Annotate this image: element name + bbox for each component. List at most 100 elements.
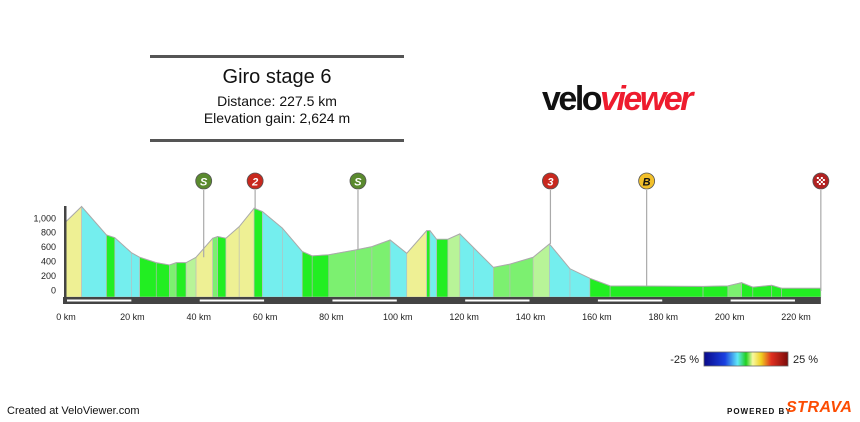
profile-segment (155, 262, 170, 298)
profile-segment (702, 285, 729, 298)
distance-stripe (597, 299, 663, 302)
marker-sprint: S (195, 172, 213, 258)
profile-segment (371, 239, 391, 298)
marker-circle-icon (542, 172, 559, 190)
x-tick-label: 200 km (715, 312, 745, 322)
veloviewer-logo: veloviewer (542, 80, 693, 119)
profile-segment (781, 287, 822, 298)
marker-climb-cat-2: 2 (246, 172, 264, 209)
profile-segment (114, 237, 132, 298)
elevation-gain-text: Elevation gain: 2,624 m (203, 110, 351, 126)
x-tick-label: 180 km (648, 312, 678, 322)
checkered-flag-icon (820, 177, 823, 179)
stage-title: Giro stage 6 (222, 66, 332, 88)
profile-segment (217, 236, 227, 298)
x-axis-bar (63, 297, 821, 304)
distance-stripe (199, 299, 265, 302)
profile-segment (493, 263, 511, 298)
profile-segment (139, 256, 157, 298)
checkered-flag-icon (816, 181, 819, 183)
marker-circle-icon (638, 172, 656, 190)
checkered-flag-icon (820, 181, 823, 183)
y-tick-label: 400 (41, 257, 56, 267)
profile-segment (355, 246, 373, 298)
checkered-flag-icon (816, 177, 819, 179)
profile-segment (727, 282, 742, 298)
marker-label: 2 (251, 177, 258, 189)
distance-stripe (332, 299, 397, 302)
profile-segment (549, 243, 571, 298)
x-tick-label: 60 km (253, 312, 278, 322)
profile-segment (262, 210, 283, 298)
distance-text: Distance: 227.5 km (217, 93, 337, 109)
x-tick-label: 20 km (120, 312, 145, 322)
marker-circle-icon (195, 172, 213, 190)
profile-segment (301, 251, 313, 298)
gradient-min-label: -25 % (670, 354, 699, 366)
marker-bonus: B (638, 172, 656, 286)
profile-outline (65, 205, 821, 289)
y-axis-line (64, 206, 67, 298)
profile-segment (282, 227, 303, 298)
logo-viewer: viewer (600, 80, 693, 118)
x-tick-label: 40 km (186, 312, 211, 322)
profile-segment (185, 256, 197, 298)
profile-segment (175, 262, 187, 298)
y-tick-label: 0 (51, 285, 56, 295)
profile-segment (106, 234, 116, 298)
x-tick-label: 80 km (319, 312, 344, 322)
powered-by-text: POWERED BY (727, 407, 792, 416)
marker-circle-icon (349, 172, 367, 190)
profile-segment (532, 243, 550, 298)
x-tick-label: 220 km (781, 312, 811, 322)
title-rule-top (150, 55, 404, 58)
profile-segment (406, 229, 427, 298)
x-tick-label: 160 km (582, 312, 612, 322)
x-tick-label: 140 km (516, 312, 546, 322)
profile-segment (212, 236, 218, 298)
profile-segment (426, 230, 431, 298)
profile-segment (473, 246, 494, 298)
distance-stripe (67, 299, 132, 302)
marker-label: 3 (547, 177, 553, 189)
marker-label: S (200, 177, 208, 189)
x-tick-label: 100 km (383, 312, 413, 322)
profile-segment (169, 262, 177, 298)
distance-stripe (730, 299, 795, 302)
profile-segment (311, 254, 330, 298)
y-tick-label: 1,000 (33, 213, 56, 223)
profile-segment (253, 207, 263, 298)
checkered-flag-icon (818, 179, 821, 181)
profile-segment (589, 277, 611, 298)
logo-velo: velo (542, 80, 603, 118)
y-tick-label: 200 (41, 271, 56, 281)
profile-segment (238, 207, 255, 298)
marker-label: B (643, 177, 651, 189)
profile-segment (131, 252, 140, 298)
title-rule-bottom (150, 139, 404, 142)
marker-sprint: S (349, 172, 367, 250)
distance-stripe (465, 299, 530, 302)
profile-segment (389, 239, 408, 298)
profile-segment (447, 233, 461, 298)
profile-segment (436, 238, 449, 298)
marker-climb-cat-3: 3 (542, 172, 559, 244)
strava-logo: STRAVA (786, 399, 853, 416)
x-tick-label: 0 km (56, 312, 76, 322)
x-tick-label: 120 km (449, 312, 479, 322)
profile-segment (429, 229, 437, 298)
profile-segment (225, 225, 240, 298)
checkered-flag-icon (818, 183, 821, 185)
y-tick-label: 600 (41, 242, 56, 252)
marker-circle-icon (246, 172, 264, 190)
profile-segment (459, 233, 474, 298)
profile-segment (65, 205, 82, 298)
gradient-legend-bar (703, 351, 789, 367)
profile-segment (609, 285, 704, 298)
profile-segment (328, 249, 356, 298)
gradient-max-label: 25 % (793, 354, 818, 366)
marker-finish-flag (812, 172, 830, 291)
y-tick-label: 800 (41, 228, 56, 238)
created-at-text: Created at VeloViewer.com (7, 405, 140, 417)
